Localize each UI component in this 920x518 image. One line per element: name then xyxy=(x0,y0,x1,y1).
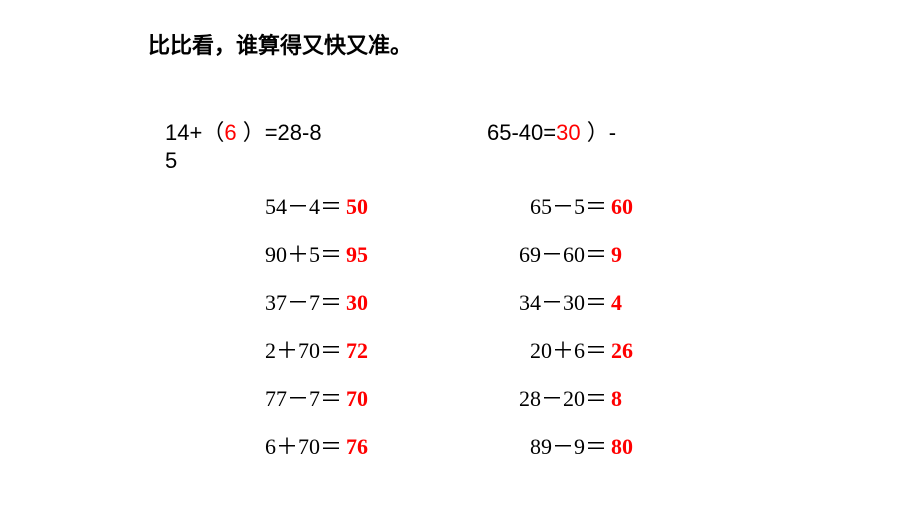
problem-expression: 28－20＝ xyxy=(477,375,607,423)
top-continued-line: 5 xyxy=(165,148,177,174)
top-right-prefix: 65-40= xyxy=(487,120,556,145)
top-problem-left: 14+（6 ）=28-8 xyxy=(165,115,322,147)
problem-answer: 50 xyxy=(346,183,368,231)
top-right-suffix: ）- xyxy=(581,120,616,145)
problem-answer: 72 xyxy=(346,327,368,375)
problem-expression: 77－7＝ xyxy=(222,375,342,423)
problem-expression: 54－4＝ xyxy=(222,183,342,231)
problem-expression: 65－5＝ xyxy=(477,183,607,231)
top-right-answer: 30 xyxy=(556,120,580,145)
problem-expression: 20＋6＝ xyxy=(477,327,607,375)
problem-answer: 26 xyxy=(611,327,633,375)
top-left-prefix: 14+（ xyxy=(165,120,224,145)
problem-expression: 89－9＝ xyxy=(477,423,607,471)
problem-expression: 37－7＝ xyxy=(222,279,342,327)
top-problem-right: 65-40=30 ）- xyxy=(487,115,616,147)
problem-expression: 2＋70＝ xyxy=(222,327,342,375)
problem-expression: 90＋5＝ xyxy=(222,231,342,279)
problem-answer: 76 xyxy=(346,423,368,471)
problem-answer: 8 xyxy=(611,375,622,423)
top-left-answer: 6 xyxy=(224,120,236,145)
problem-expression: 34－30＝ xyxy=(477,279,607,327)
problem-answer: 9 xyxy=(611,231,622,279)
top-left-suffix: ）=28-8 xyxy=(237,120,322,145)
problem-answer: 30 xyxy=(346,279,368,327)
problem-answer: 95 xyxy=(346,231,368,279)
problem-answer: 60 xyxy=(611,183,633,231)
problem-answer: 4 xyxy=(611,279,622,327)
problem-expression: 6＋70＝ xyxy=(222,423,342,471)
problem-answer: 70 xyxy=(346,375,368,423)
problem-expression: 69－60＝ xyxy=(477,231,607,279)
worksheet-title: 比比看，谁算得又快又准。 xyxy=(148,28,412,60)
problem-answer: 80 xyxy=(611,423,633,471)
